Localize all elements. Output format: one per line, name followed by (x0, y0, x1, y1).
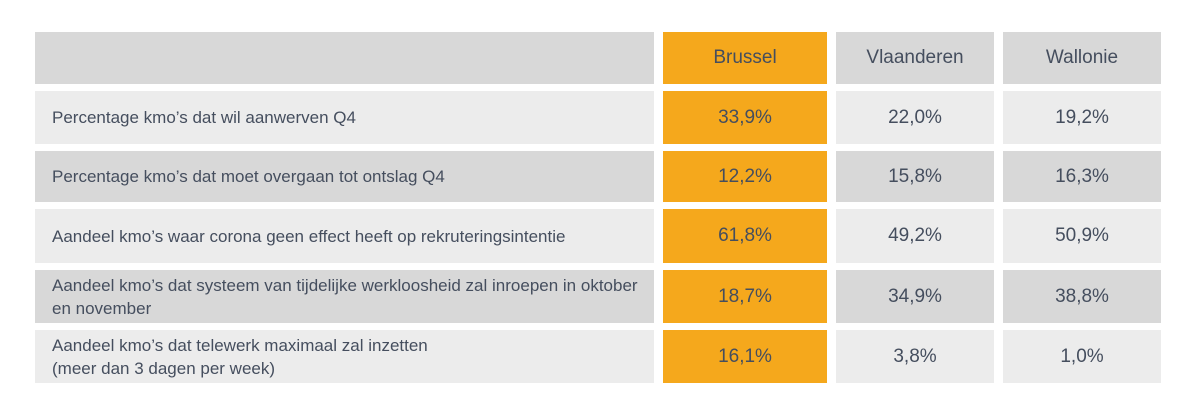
value-brussel-ontslag: 12,2% (663, 151, 827, 202)
column-header-brussel: Brussel (663, 32, 827, 84)
column-header-vlaanderen: Vlaanderen (836, 32, 994, 84)
value-brussel-werkloosheid: 18,7% (663, 270, 827, 323)
table-corner-cell (35, 32, 654, 84)
value-wallonie-corona: 50,9% (1003, 209, 1161, 263)
value-vlaanderen-telewerk: 3,8% (836, 330, 994, 383)
row-label-telewerk: Aandeel kmo’s dat telewerk maximaal zal … (35, 330, 654, 383)
value-brussel-telewerk: 16,1% (663, 330, 827, 383)
value-vlaanderen-ontslag: 15,8% (836, 151, 994, 202)
value-vlaanderen-aanwerven: 22,0% (836, 91, 994, 144)
value-brussel-aanwerven: 33,9% (663, 91, 827, 144)
value-vlaanderen-werkloosheid: 34,9% (836, 270, 994, 323)
value-wallonie-werkloosheid: 38,8% (1003, 270, 1161, 323)
value-vlaanderen-corona: 49,2% (836, 209, 994, 263)
row-label-tijdelijke-werkloosheid: Aandeel kmo’s dat systeem van tijdelijke… (35, 270, 654, 323)
value-brussel-corona: 61,8% (663, 209, 827, 263)
value-wallonie-telewerk: 1,0% (1003, 330, 1161, 383)
row-label-corona-geen-effect: Aandeel kmo’s waar corona geen effect he… (35, 209, 654, 263)
regional-kmo-table: Brussel Vlaanderen Wallonie Percentage k… (35, 32, 1161, 383)
column-header-wallonie: Wallonie (1003, 32, 1161, 84)
value-wallonie-aanwerven: 19,2% (1003, 91, 1161, 144)
row-label-aanwerven-q4: Percentage kmo’s dat wil aanwerven Q4 (35, 91, 654, 144)
row-label-ontslag-q4: Percentage kmo’s dat moet overgaan tot o… (35, 151, 654, 202)
value-wallonie-ontslag: 16,3% (1003, 151, 1161, 202)
